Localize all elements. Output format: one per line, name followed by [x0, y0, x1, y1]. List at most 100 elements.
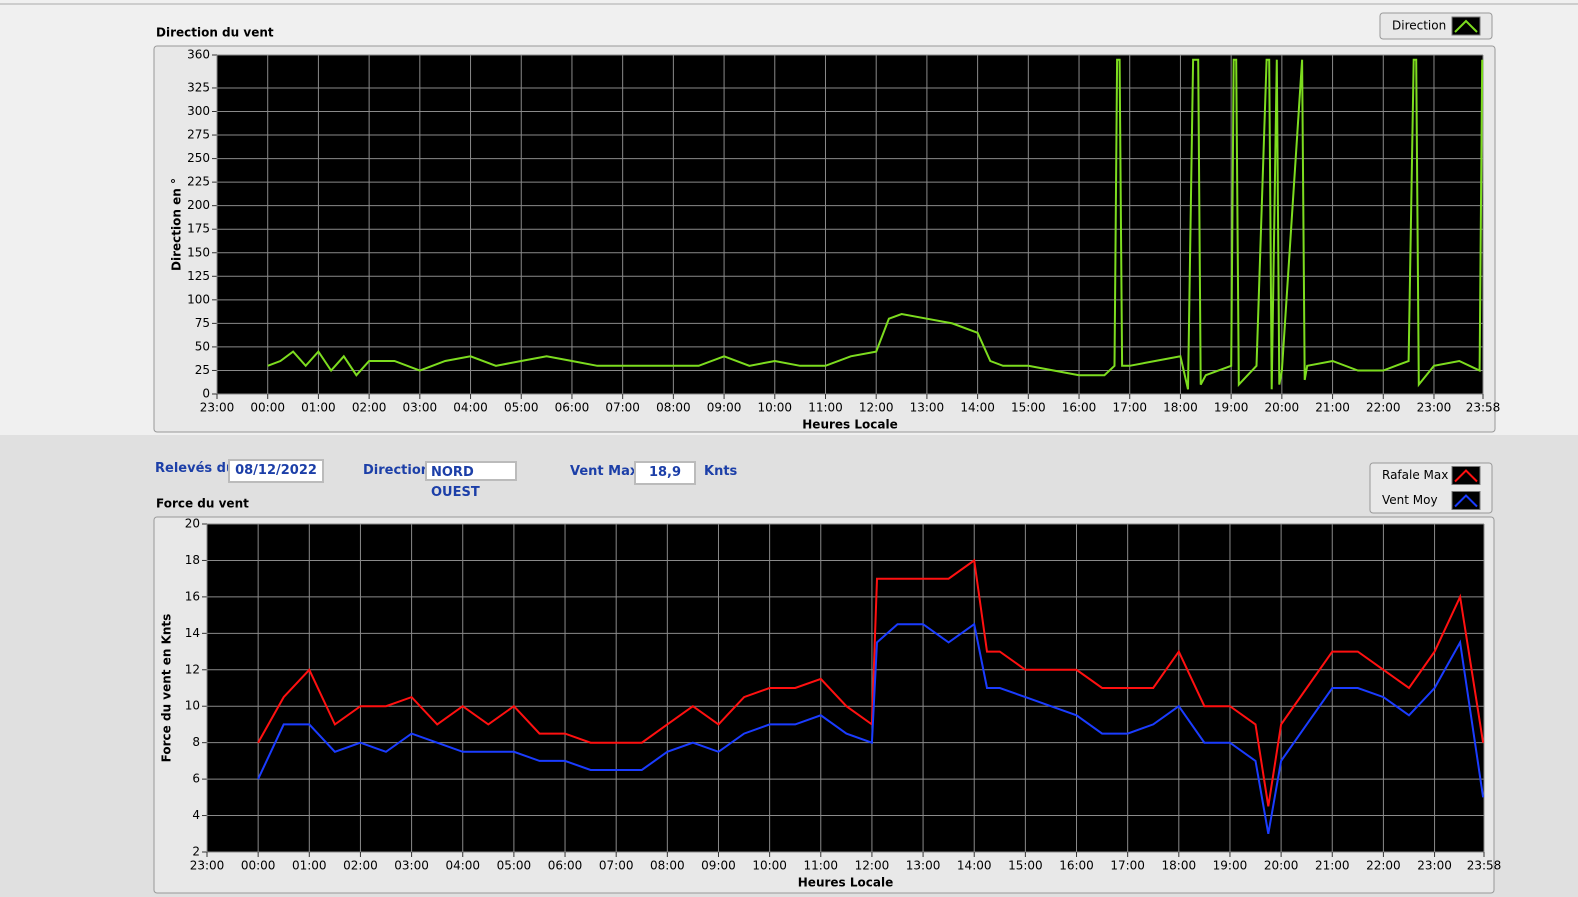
- legend-swatch: [1451, 16, 1481, 36]
- y-tick-label: 2: [192, 845, 200, 859]
- legend-swatch: [1451, 466, 1481, 485]
- x-tick-label: 21:00: [1315, 401, 1350, 415]
- x-tick-label: 20:00: [1265, 401, 1300, 415]
- x-tick-label: 10:00: [752, 859, 787, 873]
- x-tick-label: 07:00: [605, 401, 640, 415]
- y-tick-label: 16: [185, 589, 200, 603]
- plot-area: [207, 524, 1484, 852]
- y-tick-label: 300: [187, 104, 210, 118]
- date-field[interactable]: 08/12/2022: [228, 459, 324, 483]
- x-tick-label: 11:00: [803, 859, 838, 873]
- series-line: [267, 58, 1484, 390]
- y-tick-label: 6: [192, 772, 200, 786]
- legend-line: [1454, 494, 1478, 508]
- legend-line: [1454, 469, 1478, 483]
- x-axis-label: Heures Locale: [798, 876, 893, 890]
- plot-area: [217, 55, 1483, 394]
- legend-label: Rafale Max: [1382, 468, 1448, 482]
- x-tick-label: 07:00: [599, 859, 634, 873]
- y-tick-label: 225: [187, 175, 210, 189]
- y-tick-label: 0: [202, 387, 210, 401]
- y-tick-label: 200: [187, 198, 210, 212]
- x-tick-label: 16:00: [1062, 401, 1097, 415]
- y-tick-label: 25: [195, 363, 210, 377]
- y-axis-label: Force du vent en Knts: [160, 614, 174, 763]
- legend-swatch: [1451, 491, 1481, 510]
- y-tick-label: 150: [187, 245, 210, 259]
- y-tick-label: 325: [187, 80, 210, 94]
- x-tick-label: 23:58: [1467, 859, 1502, 873]
- y-tick-label: 18: [185, 553, 200, 567]
- y-tick-label: 360: [187, 48, 210, 62]
- y-tick-label: 14: [185, 626, 200, 640]
- x-tick-label: 23:00: [1417, 859, 1452, 873]
- x-tick-label: 19:00: [1213, 859, 1248, 873]
- y-tick-label: 125: [187, 269, 210, 283]
- label: Vent Max: [570, 464, 639, 479]
- y-tick-label: 50: [195, 339, 210, 353]
- x-tick-label: 11:00: [808, 401, 843, 415]
- y-tick-label: 75: [195, 316, 210, 330]
- y-tick-label: 250: [187, 151, 210, 165]
- x-tick-label: 21:00: [1315, 859, 1350, 873]
- label: Relevés du: [155, 461, 236, 476]
- x-tick-label: 17:00: [1110, 859, 1145, 873]
- x-tick-label: 19:00: [1214, 401, 1249, 415]
- direction-field[interactable]: NORD OUEST: [425, 461, 517, 500]
- x-tick-label: 18:00: [1163, 401, 1198, 415]
- x-tick-label: 01:00: [292, 859, 327, 873]
- x-tick-label: 23:00: [1417, 401, 1452, 415]
- chart-title: Direction du vent: [156, 26, 274, 40]
- x-tick-label: 15:00: [1008, 859, 1043, 873]
- x-tick-label: 23:00: [190, 859, 225, 873]
- x-tick-label: 17:00: [1112, 401, 1147, 415]
- x-tick-label: 13:00: [906, 859, 941, 873]
- x-tick-label: 06:00: [548, 859, 583, 873]
- x-tick-label: 13:00: [910, 401, 945, 415]
- x-tick-label: 20:00: [1264, 859, 1299, 873]
- x-tick-label: 09:00: [701, 859, 736, 873]
- y-tick-label: 4: [192, 808, 200, 822]
- x-tick-label: 12:00: [859, 401, 894, 415]
- x-tick-label: 08:00: [650, 859, 685, 873]
- x-tick-label: 14:00: [957, 859, 992, 873]
- label: Knts: [704, 464, 738, 479]
- x-tick-label: 06:00: [555, 401, 590, 415]
- y-axis-label: Direction en °: [170, 178, 184, 271]
- x-tick-label: 00:00: [250, 401, 285, 415]
- x-tick-label: 16:00: [1059, 859, 1094, 873]
- x-tick-label: 05:00: [497, 859, 532, 873]
- series-line: [257, 558, 1485, 807]
- vent-max-field[interactable]: 18,9: [634, 461, 696, 485]
- x-tick-label: 15:00: [1011, 401, 1046, 415]
- x-tick-label: 01:00: [301, 401, 336, 415]
- y-tick-label: 100: [187, 292, 210, 306]
- x-tick-label: 22:00: [1366, 401, 1401, 415]
- x-axis-label: Heures Locale: [802, 418, 897, 432]
- x-tick-label: 08:00: [656, 401, 691, 415]
- x-tick-label: 04:00: [453, 401, 488, 415]
- y-tick-label: 20: [185, 517, 200, 531]
- x-tick-label: 10:00: [757, 401, 792, 415]
- x-tick-label: 23:58: [1466, 401, 1501, 415]
- y-tick-label: 8: [192, 735, 200, 749]
- x-tick-label: 12:00: [855, 859, 890, 873]
- series-line: [257, 622, 1485, 834]
- y-tick-label: 12: [185, 662, 200, 676]
- legend-label: Vent Moy: [1382, 493, 1438, 507]
- x-tick-label: 02:00: [343, 859, 378, 873]
- x-tick-label: 04:00: [445, 859, 480, 873]
- x-tick-label: 03:00: [394, 859, 429, 873]
- x-tick-label: 02:00: [352, 401, 387, 415]
- x-tick-label: 14:00: [960, 401, 995, 415]
- label: Direction: [363, 463, 431, 478]
- y-tick-label: 175: [187, 222, 210, 236]
- x-tick-label: 05:00: [504, 401, 539, 415]
- x-tick-label: 18:00: [1162, 859, 1197, 873]
- chart-title: Force du vent: [156, 497, 249, 511]
- x-tick-label: 23:00: [200, 401, 235, 415]
- y-tick-label: 10: [185, 699, 200, 713]
- x-tick-label: 00:00: [241, 859, 276, 873]
